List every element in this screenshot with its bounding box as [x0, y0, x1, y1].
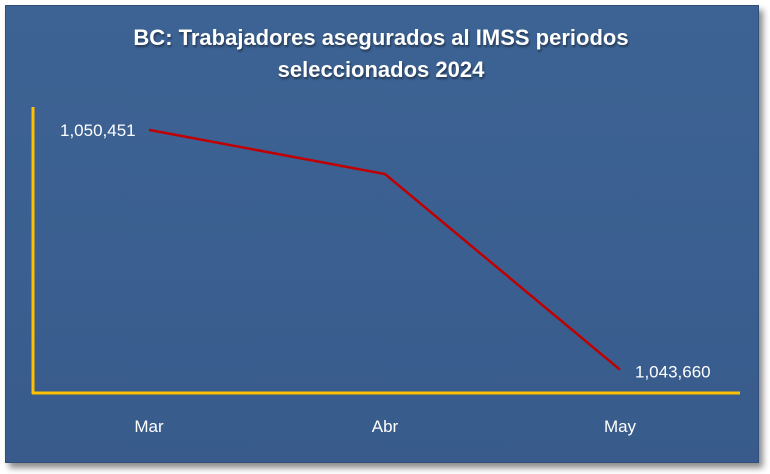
chart-title-line-1: BC: Trabajadores asegurados al IMSS peri…	[133, 25, 629, 50]
x-tick-label-mar: Mar	[134, 417, 164, 436]
x-tick-label-may: May	[604, 417, 637, 436]
series-line	[148, 128, 621, 371]
data-labels: 1,050,451 1,043,660	[60, 121, 711, 382]
x-tick-labels: Mar Abr May	[134, 417, 636, 436]
chart-title-line-2: seleccionados 2024	[277, 57, 485, 82]
data-label-may: 1,043,660	[635, 363, 711, 382]
data-label-mar: 1,050,451	[60, 121, 136, 140]
chart-title: BC: Trabajadores asegurados al IMSS peri…	[0, 22, 762, 86]
x-tick-label-abr: Abr	[372, 417, 399, 436]
chart-frame	[5, 5, 759, 463]
